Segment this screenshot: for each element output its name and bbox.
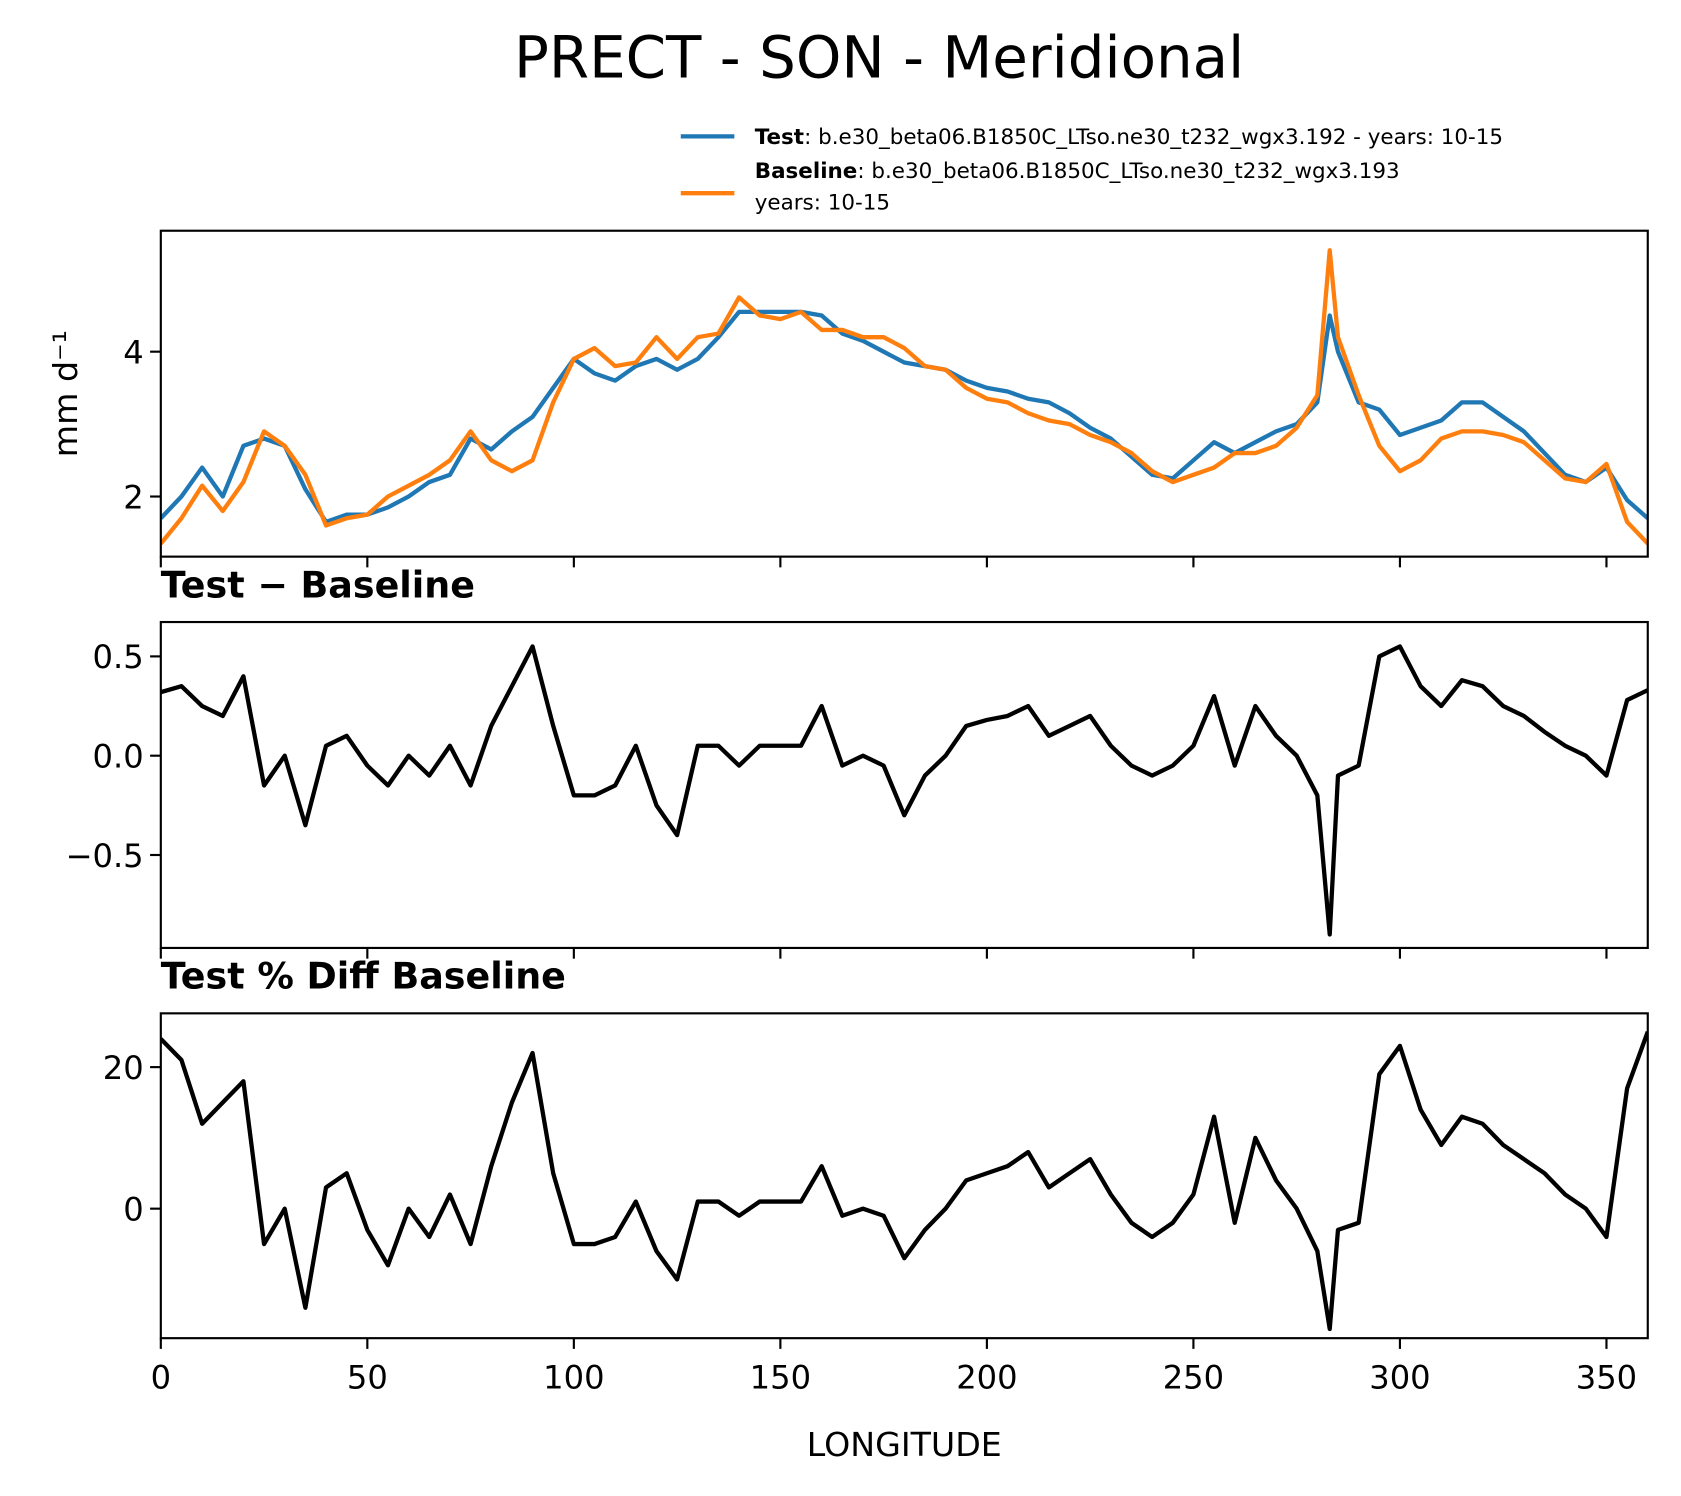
- y-axis-label: mm d⁻¹: [46, 330, 85, 457]
- x-tick-label: 50: [347, 1359, 388, 1397]
- axes-frame: [159, 1012, 1649, 1340]
- legend-name: Baseline: [755, 159, 858, 184]
- axes-frame: [159, 620, 1649, 950]
- legend-name: Test: [755, 125, 804, 150]
- subplot-title: Test % Diff Baseline: [161, 955, 566, 998]
- y-tick-label: 20: [103, 1049, 144, 1087]
- data-line: [160, 644, 1648, 937]
- x-tick-label: 100: [543, 1359, 604, 1397]
- y-tick-label: −0.5: [66, 837, 144, 875]
- y-tick-label: 2: [123, 478, 143, 516]
- legend-label: Baseline: b.e30_beta06.B1850C_LTso.ne30_…: [755, 159, 1400, 184]
- y-tick-label: 0.0: [93, 737, 144, 775]
- x-tick-label: 200: [956, 1359, 1017, 1397]
- subplot-title: Test − Baseline: [161, 563, 475, 606]
- x-axis-label: LONGITUDE: [807, 1425, 1002, 1464]
- y-tick-label: 4: [123, 333, 143, 371]
- x-tick-label: 300: [1369, 1359, 1430, 1397]
- data-line: [160, 309, 1648, 525]
- x-tick-label: 350: [1576, 1359, 1637, 1397]
- legend-label: Test: b.e30_beta06.B1850C_LTso.ne30_t232…: [755, 125, 1503, 150]
- data-line: [160, 248, 1648, 546]
- legend-description: : b.e30_beta06.B1850C_LTso.ne30_t232_wgx…: [804, 125, 1503, 150]
- x-tick-label: 0: [151, 1359, 171, 1397]
- figure-title: PRECT - SON - Meridional: [514, 23, 1244, 91]
- x-tick-label: 150: [750, 1359, 811, 1397]
- legend-description: : b.e30_beta06.B1850C_LTso.ne30_t232_wgx…: [857, 159, 1399, 184]
- x-tick-label: 250: [1163, 1359, 1224, 1397]
- axes-frame: [159, 229, 1649, 558]
- y-tick-label: 0: [123, 1190, 143, 1228]
- y-tick-label: 0.5: [93, 638, 144, 676]
- data-line: [160, 1030, 1648, 1332]
- legend-description: years: 10-15: [755, 190, 890, 215]
